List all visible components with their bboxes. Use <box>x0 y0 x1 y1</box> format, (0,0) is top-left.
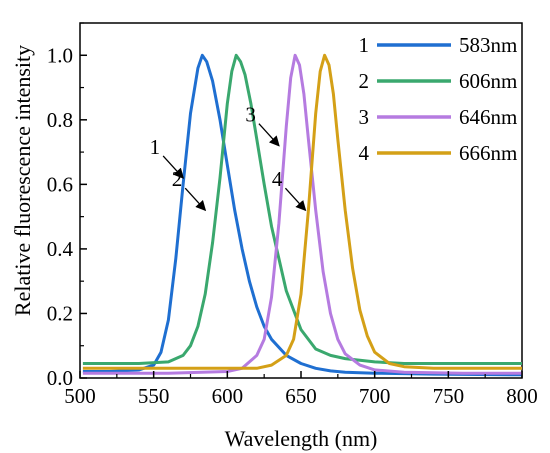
legend-entry: 646nm <box>459 105 517 129</box>
series-layer <box>82 53 523 377</box>
annotation-label: 3 <box>245 103 256 127</box>
annotation-label: 1 <box>150 135 161 159</box>
series-line-1 <box>82 53 523 377</box>
x-tick-label: 600 <box>212 384 244 408</box>
annotation-label: 2 <box>172 167 183 191</box>
legend-number: 3 <box>359 105 370 129</box>
annotation-arrow <box>184 187 207 212</box>
x-tick-label: 800 <box>506 384 538 408</box>
legend-number: 1 <box>359 33 370 57</box>
y-tick-label: 1.0 <box>47 43 73 67</box>
series-line-2 <box>82 53 522 365</box>
x-axis-title: Wavelength (nm) <box>225 426 378 451</box>
tick-layer: 500 550 600 650 700 750 800 0.0 0.2 0.4 0.6 0.8 1.0 <box>47 22 538 408</box>
y-tick-label: 0.8 <box>47 108 73 132</box>
legend-number: 4 <box>359 141 370 165</box>
legend-entry: 583nm <box>459 33 517 57</box>
legend-entry: 666nm <box>459 141 517 165</box>
annotation-label: 4 <box>272 167 283 191</box>
annotation-arrow <box>284 187 307 212</box>
series-line-4 <box>82 53 522 370</box>
annotation-layer: 12 3 4 <box>150 103 307 212</box>
legend-number: 2 <box>359 69 370 93</box>
y-axis-title: Relative fluorescence intensity <box>10 45 35 316</box>
annotation-arrow <box>162 155 185 179</box>
legend: 1 583nm 2 606nm 3 646nm 4 666nm <box>359 33 518 165</box>
x-tick-label: 700 <box>359 384 391 408</box>
y-tick-label: 0.6 <box>47 172 73 196</box>
x-tick-label: 550 <box>138 384 170 408</box>
y-tick-label: 0.0 <box>47 366 73 390</box>
x-tick-label: 500 <box>64 384 96 408</box>
annotation-arrow <box>258 123 280 147</box>
legend-entry: 606nm <box>459 69 517 93</box>
series-line-3 <box>82 53 522 375</box>
x-tick-label: 750 <box>433 384 465 408</box>
y-tick-label: 0.2 <box>47 301 73 325</box>
y-tick-label: 0.4 <box>47 237 74 261</box>
x-tick-label: 650 <box>285 384 317 408</box>
